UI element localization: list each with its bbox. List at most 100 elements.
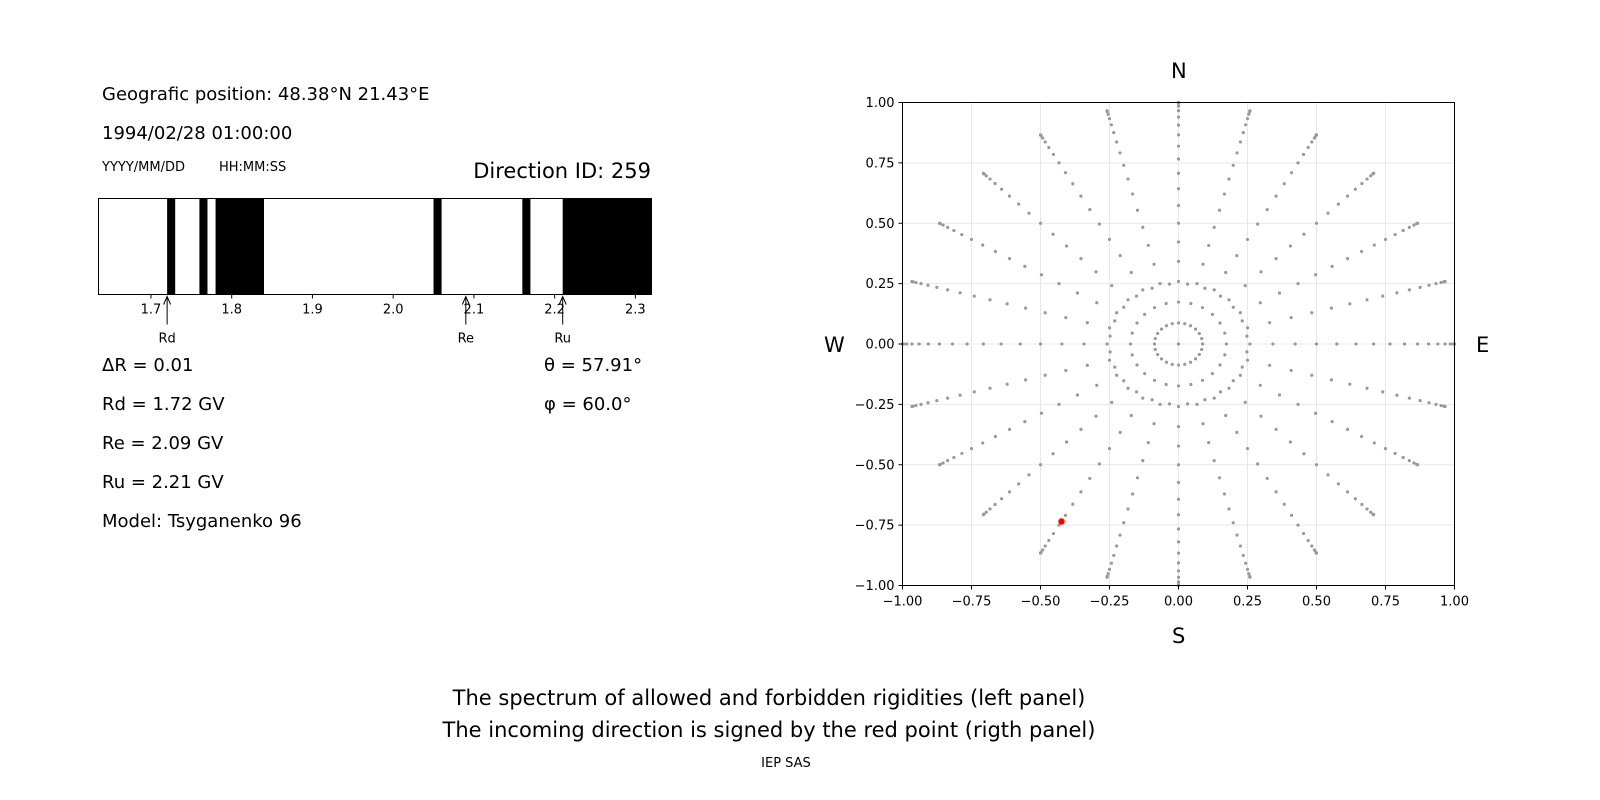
direction-point — [1176, 321, 1181, 325]
direction-point — [1023, 420, 1027, 424]
direction-point — [1306, 145, 1310, 150]
direction-point — [1288, 440, 1293, 444]
direction-point — [1023, 306, 1028, 310]
direction-point — [1336, 202, 1340, 206]
direction-point — [941, 223, 945, 227]
direction-point — [935, 285, 939, 289]
direction-point — [1227, 177, 1231, 181]
direction-point — [1039, 273, 1044, 277]
direction-point — [1210, 312, 1214, 316]
direction-point — [984, 174, 988, 178]
direction-point — [1164, 324, 1169, 328]
direction-point — [1176, 527, 1181, 531]
direction-point — [1106, 112, 1110, 116]
direction-point — [1301, 152, 1306, 157]
direction-point — [1302, 452, 1306, 456]
direction-point — [1126, 386, 1130, 390]
direction-point — [1200, 306, 1205, 310]
direction-point — [1085, 363, 1089, 367]
direction-point — [1112, 553, 1116, 558]
direction-point — [1238, 311, 1242, 315]
direction-point — [1212, 459, 1216, 463]
x-tick-label: 1.9 — [302, 303, 323, 318]
direction-point — [1110, 283, 1114, 288]
direction-point — [1335, 342, 1339, 346]
direction-point — [1057, 402, 1061, 406]
direction-point — [988, 298, 992, 302]
direction-point — [1079, 257, 1083, 261]
direction-point — [1176, 424, 1181, 429]
direction-point — [1235, 151, 1239, 155]
direction-point — [937, 342, 942, 346]
direction-point — [914, 403, 918, 408]
direction-point — [1027, 473, 1031, 477]
direction-point — [1407, 459, 1411, 463]
marker-arrow-head — [461, 295, 470, 305]
forbidden-band — [433, 198, 442, 295]
direction-point — [1051, 531, 1056, 536]
rigidity-markers: Rd Re Ru — [158, 295, 571, 347]
direction-point — [1407, 396, 1411, 400]
direction-point — [1418, 285, 1422, 289]
direction-point — [1238, 373, 1242, 377]
direction-point — [1388, 342, 1392, 346]
forbidden-band — [562, 198, 652, 295]
direction-point — [1038, 551, 1043, 555]
direction-point — [1176, 497, 1181, 501]
direction-point — [1135, 363, 1139, 367]
direction-point — [1126, 507, 1130, 511]
direction-point — [1259, 270, 1263, 274]
direction-point — [1176, 513, 1181, 517]
direction-point — [1023, 378, 1028, 382]
direction-point — [1128, 342, 1133, 346]
direction-point — [1203, 286, 1207, 290]
x-tick-label: 2.0 — [383, 303, 404, 318]
x-tick-label: 1.7 — [141, 303, 162, 318]
direction-point — [1302, 232, 1306, 236]
direction-point — [1296, 161, 1300, 165]
direction-point — [1329, 306, 1334, 310]
x-tick-label: 2.3 — [625, 303, 646, 318]
direction-point — [1268, 363, 1272, 367]
forbidden-band — [522, 198, 531, 295]
direction-point — [1201, 262, 1205, 266]
direction-point — [1122, 305, 1126, 309]
direction-point — [1088, 476, 1092, 481]
direction-point — [1195, 402, 1199, 406]
direction-point — [1245, 117, 1250, 121]
direction-point — [1218, 363, 1222, 367]
direction-point — [1051, 452, 1055, 456]
y-tick-label: −0.25 — [855, 398, 895, 413]
direction-point — [1176, 540, 1181, 544]
direction-point — [1207, 440, 1211, 445]
direction-point — [910, 279, 914, 284]
direction-point — [1439, 403, 1443, 408]
direction-point — [1296, 523, 1300, 527]
x-tick-label: 2.2 — [544, 303, 565, 318]
direction-point — [1245, 237, 1250, 242]
direction-point — [1256, 222, 1260, 226]
direction-point — [1023, 264, 1027, 268]
direction-point — [1176, 259, 1181, 264]
direction-point — [1176, 240, 1181, 244]
direction-point — [981, 243, 985, 247]
direction-point — [1314, 342, 1319, 346]
incoming-direction-point — [1058, 518, 1065, 525]
direction-point — [1353, 497, 1357, 501]
direction-point — [1153, 347, 1157, 352]
direction-point — [1231, 305, 1235, 309]
direction-point — [1170, 322, 1174, 326]
direction-point — [1039, 411, 1044, 415]
direction-point — [1112, 130, 1116, 135]
direction-point — [1170, 362, 1174, 366]
direction-point — [1271, 342, 1275, 346]
forbidden-bands — [167, 198, 652, 295]
direction-point — [1401, 455, 1405, 460]
phi-value: φ = 60.0° — [544, 394, 632, 415]
direction-point — [1314, 463, 1319, 467]
direction-point — [1415, 342, 1420, 346]
direction-point — [1259, 414, 1263, 418]
direction-point — [1115, 140, 1119, 144]
direction-point — [1197, 352, 1201, 357]
direction-point — [1057, 161, 1061, 165]
